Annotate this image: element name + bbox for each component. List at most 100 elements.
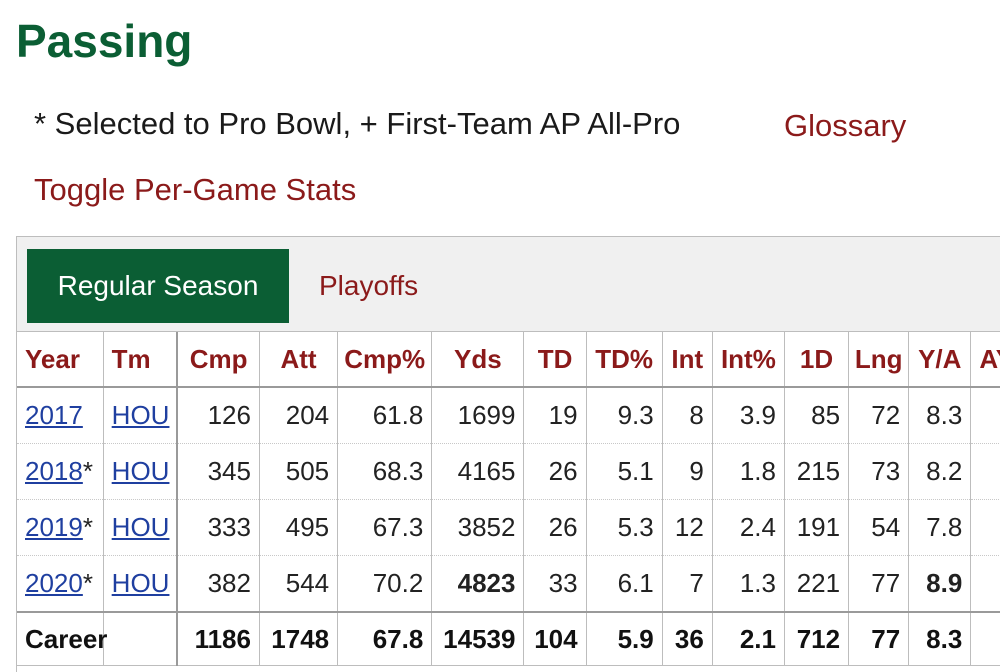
year-link[interactable]: 2017 xyxy=(25,400,83,430)
int-cell: 9 xyxy=(661,443,713,500)
year-cell: 2020* xyxy=(17,555,104,613)
team-cell: HOU xyxy=(102,555,178,613)
tab-playoffs[interactable]: Playoffs xyxy=(319,270,419,301)
col-header-year[interactable]: Year xyxy=(17,332,104,388)
att-cell: 204 xyxy=(258,387,338,444)
lng-cell: 54 xyxy=(848,499,909,556)
award-mark: * xyxy=(82,568,93,598)
cmp-cell: 345 xyxy=(176,443,260,500)
year-cell: 2019* xyxy=(17,499,104,556)
att-cell: 1748 xyxy=(258,611,338,666)
col-header-yds[interactable]: Yds xyxy=(431,332,524,388)
att-cell: 495 xyxy=(258,499,338,556)
yds-cell: 4165 xyxy=(431,443,524,500)
int-pct-cell: 1.8 xyxy=(711,443,785,500)
legend-note: * Selected to Pro Bowl, + First-Team AP … xyxy=(34,106,681,141)
td-cell: 104 xyxy=(523,611,587,666)
col-header-td[interactable]: TD xyxy=(523,332,587,388)
yds-cell: 14539 xyxy=(431,611,524,666)
att-cell: 505 xyxy=(258,443,338,500)
cmp-pct-cell: 61.8 xyxy=(337,387,432,444)
td-cell: 19 xyxy=(523,387,587,444)
col-header-lng[interactable]: Lng xyxy=(848,332,909,388)
col-header-int-pct[interactable]: Int% xyxy=(711,332,785,388)
page-title: Passing xyxy=(16,15,193,67)
year-cell: 2017 xyxy=(17,387,104,444)
td-cell: 33 xyxy=(523,555,587,613)
award-mark: * xyxy=(82,512,93,542)
first-downs-cell: 85 xyxy=(783,387,849,444)
col-header-aya[interactable]: AY/A xyxy=(970,332,1000,388)
aya-cell xyxy=(970,555,1000,613)
aya-cell xyxy=(970,443,1000,500)
col-header-att[interactable]: Att xyxy=(258,332,338,388)
col-header-cmp[interactable]: Cmp xyxy=(176,332,260,388)
first-downs-cell: 191 xyxy=(783,499,849,556)
int-pct-cell: 2.4 xyxy=(711,499,785,556)
aya-cell xyxy=(970,499,1000,556)
cmp-pct-cell: 67.8 xyxy=(337,611,432,666)
ya-cell: 8.3 xyxy=(908,387,971,444)
team-link[interactable]: HOU xyxy=(111,400,170,430)
year-link[interactable]: 2020 xyxy=(25,568,83,598)
td-pct-cell: 6.1 xyxy=(585,555,663,613)
col-header-ya[interactable]: Y/A xyxy=(908,332,971,388)
lng-cell: 77 xyxy=(848,611,909,666)
int-pct-cell: 2.1 xyxy=(711,611,785,666)
col-header-cmp-pct[interactable]: Cmp% xyxy=(337,332,432,388)
col-header-int[interactable]: Int xyxy=(661,332,713,388)
yds-cell: 4823 xyxy=(431,555,524,613)
table-row: 2020* HOU 382 544 70.2 4823 33 6.1 7 1.3… xyxy=(17,555,1000,613)
cmp-cell: 382 xyxy=(176,555,260,613)
ya-cell: 8.3 xyxy=(908,611,971,666)
td-cell: 26 xyxy=(523,499,587,556)
ya-cell: 8.2 xyxy=(908,443,971,500)
table-header-row: Year Tm Cmp Att Cmp% Yds TD TD% Int Int%… xyxy=(17,332,1000,388)
cmp-pct-cell: 68.3 xyxy=(337,443,432,500)
lng-cell: 77 xyxy=(848,555,909,613)
glossary-link[interactable]: Glossary xyxy=(784,108,907,143)
int-cell: 36 xyxy=(661,611,713,666)
team-cell: HOU xyxy=(102,387,178,444)
col-header-first-downs[interactable]: 1D xyxy=(783,332,849,388)
aya-cell xyxy=(970,611,1000,666)
team-cell xyxy=(102,611,178,666)
tab-regular-season[interactable]: Regular Season xyxy=(27,249,289,323)
passing-table-container[interactable]: Year Tm Cmp Att Cmp% Yds TD TD% Int Int%… xyxy=(16,332,1000,672)
cmp-cell: 1186 xyxy=(176,611,260,666)
td-pct-cell: 9.3 xyxy=(585,387,663,444)
passing-table: Year Tm Cmp Att Cmp% Yds TD TD% Int Int%… xyxy=(17,332,1000,666)
col-header-team[interactable]: Tm xyxy=(102,332,178,388)
team-cell: HOU xyxy=(102,443,178,500)
year-link[interactable]: 2019 xyxy=(25,512,83,542)
cmp-cell: 126 xyxy=(176,387,260,444)
lng-cell: 72 xyxy=(848,387,909,444)
col-header-td-pct[interactable]: TD% xyxy=(585,332,663,388)
ya-cell: 7.8 xyxy=(908,499,971,556)
table-row: 2019* HOU 333 495 67.3 3852 26 5.3 12 2.… xyxy=(17,499,1000,556)
first-downs-cell: 215 xyxy=(783,443,849,500)
int-cell: 7 xyxy=(661,555,713,613)
team-link[interactable]: HOU xyxy=(111,456,170,486)
att-cell: 544 xyxy=(258,555,338,613)
yds-cell: 1699 xyxy=(431,387,524,444)
year-link[interactable]: 2018 xyxy=(25,456,83,486)
table-row: 2017 HOU 126 204 61.8 1699 19 9.3 8 3.9 … xyxy=(17,387,1000,444)
ya-cell: 8.9 xyxy=(908,555,971,613)
cmp-pct-cell: 70.2 xyxy=(337,555,432,613)
first-downs-cell: 712 xyxy=(783,611,849,666)
td-pct-cell: 5.3 xyxy=(585,499,663,556)
int-pct-cell: 1.3 xyxy=(711,555,785,613)
td-pct-cell: 5.1 xyxy=(585,443,663,500)
aya-cell xyxy=(970,387,1000,444)
first-downs-cell: 221 xyxy=(783,555,849,613)
toggle-per-game-link[interactable]: Toggle Per-Game Stats xyxy=(34,172,357,207)
team-link[interactable]: HOU xyxy=(111,568,170,598)
table-row: 2018* HOU 345 505 68.3 4165 26 5.1 9 1.8… xyxy=(17,443,1000,500)
cmp-cell: 333 xyxy=(176,499,260,556)
lng-cell: 73 xyxy=(848,443,909,500)
int-pct-cell: 3.9 xyxy=(711,387,785,444)
int-cell: 8 xyxy=(661,387,713,444)
td-cell: 26 xyxy=(523,443,587,500)
team-link[interactable]: HOU xyxy=(111,512,170,542)
